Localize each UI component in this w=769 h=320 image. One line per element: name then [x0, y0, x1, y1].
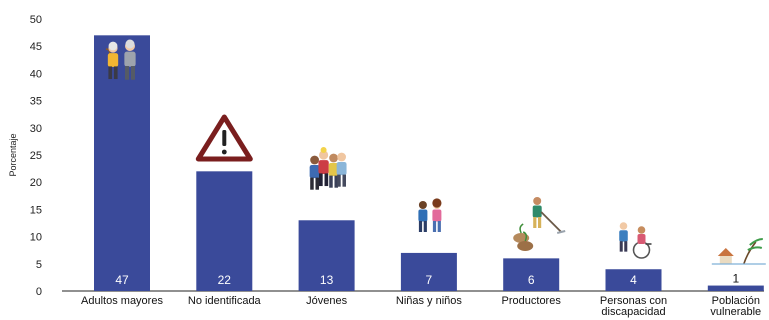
bar [94, 35, 150, 291]
x-tick-label: discapacidad [601, 306, 665, 318]
bar [503, 258, 560, 291]
elderly-couple-icon [105, 39, 136, 80]
data-label: 22 [218, 273, 232, 287]
wheelchair-icon [619, 222, 652, 259]
youth-group-icon [309, 147, 347, 190]
data-label: 4 [630, 273, 637, 287]
data-label: 47 [115, 273, 129, 287]
y-tick-label: 15 [30, 204, 42, 216]
y-tick-label: 20 [30, 177, 42, 189]
y-tick-label: 30 [30, 123, 42, 135]
bar-icons [105, 39, 766, 265]
x-tick-label: Jóvenes [306, 295, 347, 307]
y-tick-label: 40 [30, 68, 42, 80]
data-label: 6 [528, 273, 535, 287]
x-tick-label: Adultos mayores [81, 295, 163, 307]
data-label: 7 [426, 273, 433, 287]
bar [298, 220, 355, 291]
children-icon [418, 198, 442, 232]
bars: 47 22 13 7 6 4 1 [94, 35, 764, 291]
x-tick-label: vulnerable [710, 306, 761, 318]
bar [400, 252, 457, 291]
y-tick-label: 5 [36, 259, 42, 271]
x-tick-label: Productores [502, 295, 562, 307]
data-label: 13 [320, 273, 334, 287]
x-tick-label: No identificada [188, 295, 262, 307]
bar [605, 269, 662, 291]
x-tick-label: Población [712, 295, 760, 307]
farmer-icon [513, 197, 566, 251]
bar [707, 285, 764, 291]
x-tick-label: Personas con [600, 295, 667, 307]
x-axis: Adultos mayores No identificada Jóvenes Niñ… [81, 295, 761, 318]
y-tick-label: 45 [30, 41, 42, 53]
bar [196, 171, 253, 291]
warning-triangle-icon [195, 114, 253, 162]
data-label: 1 [732, 272, 739, 286]
y-tick-label: 35 [30, 96, 42, 108]
y-axis-label: Porcentaje [8, 133, 18, 176]
y-tick-label: 10 [30, 232, 42, 244]
x-tick-label: Niñas y niños [396, 295, 463, 307]
y-tick-label: 0 [36, 286, 42, 298]
storm-house-icon [711, 238, 766, 265]
y-tick-label: 50 [30, 14, 42, 26]
y-tick-label: 25 [30, 150, 42, 162]
